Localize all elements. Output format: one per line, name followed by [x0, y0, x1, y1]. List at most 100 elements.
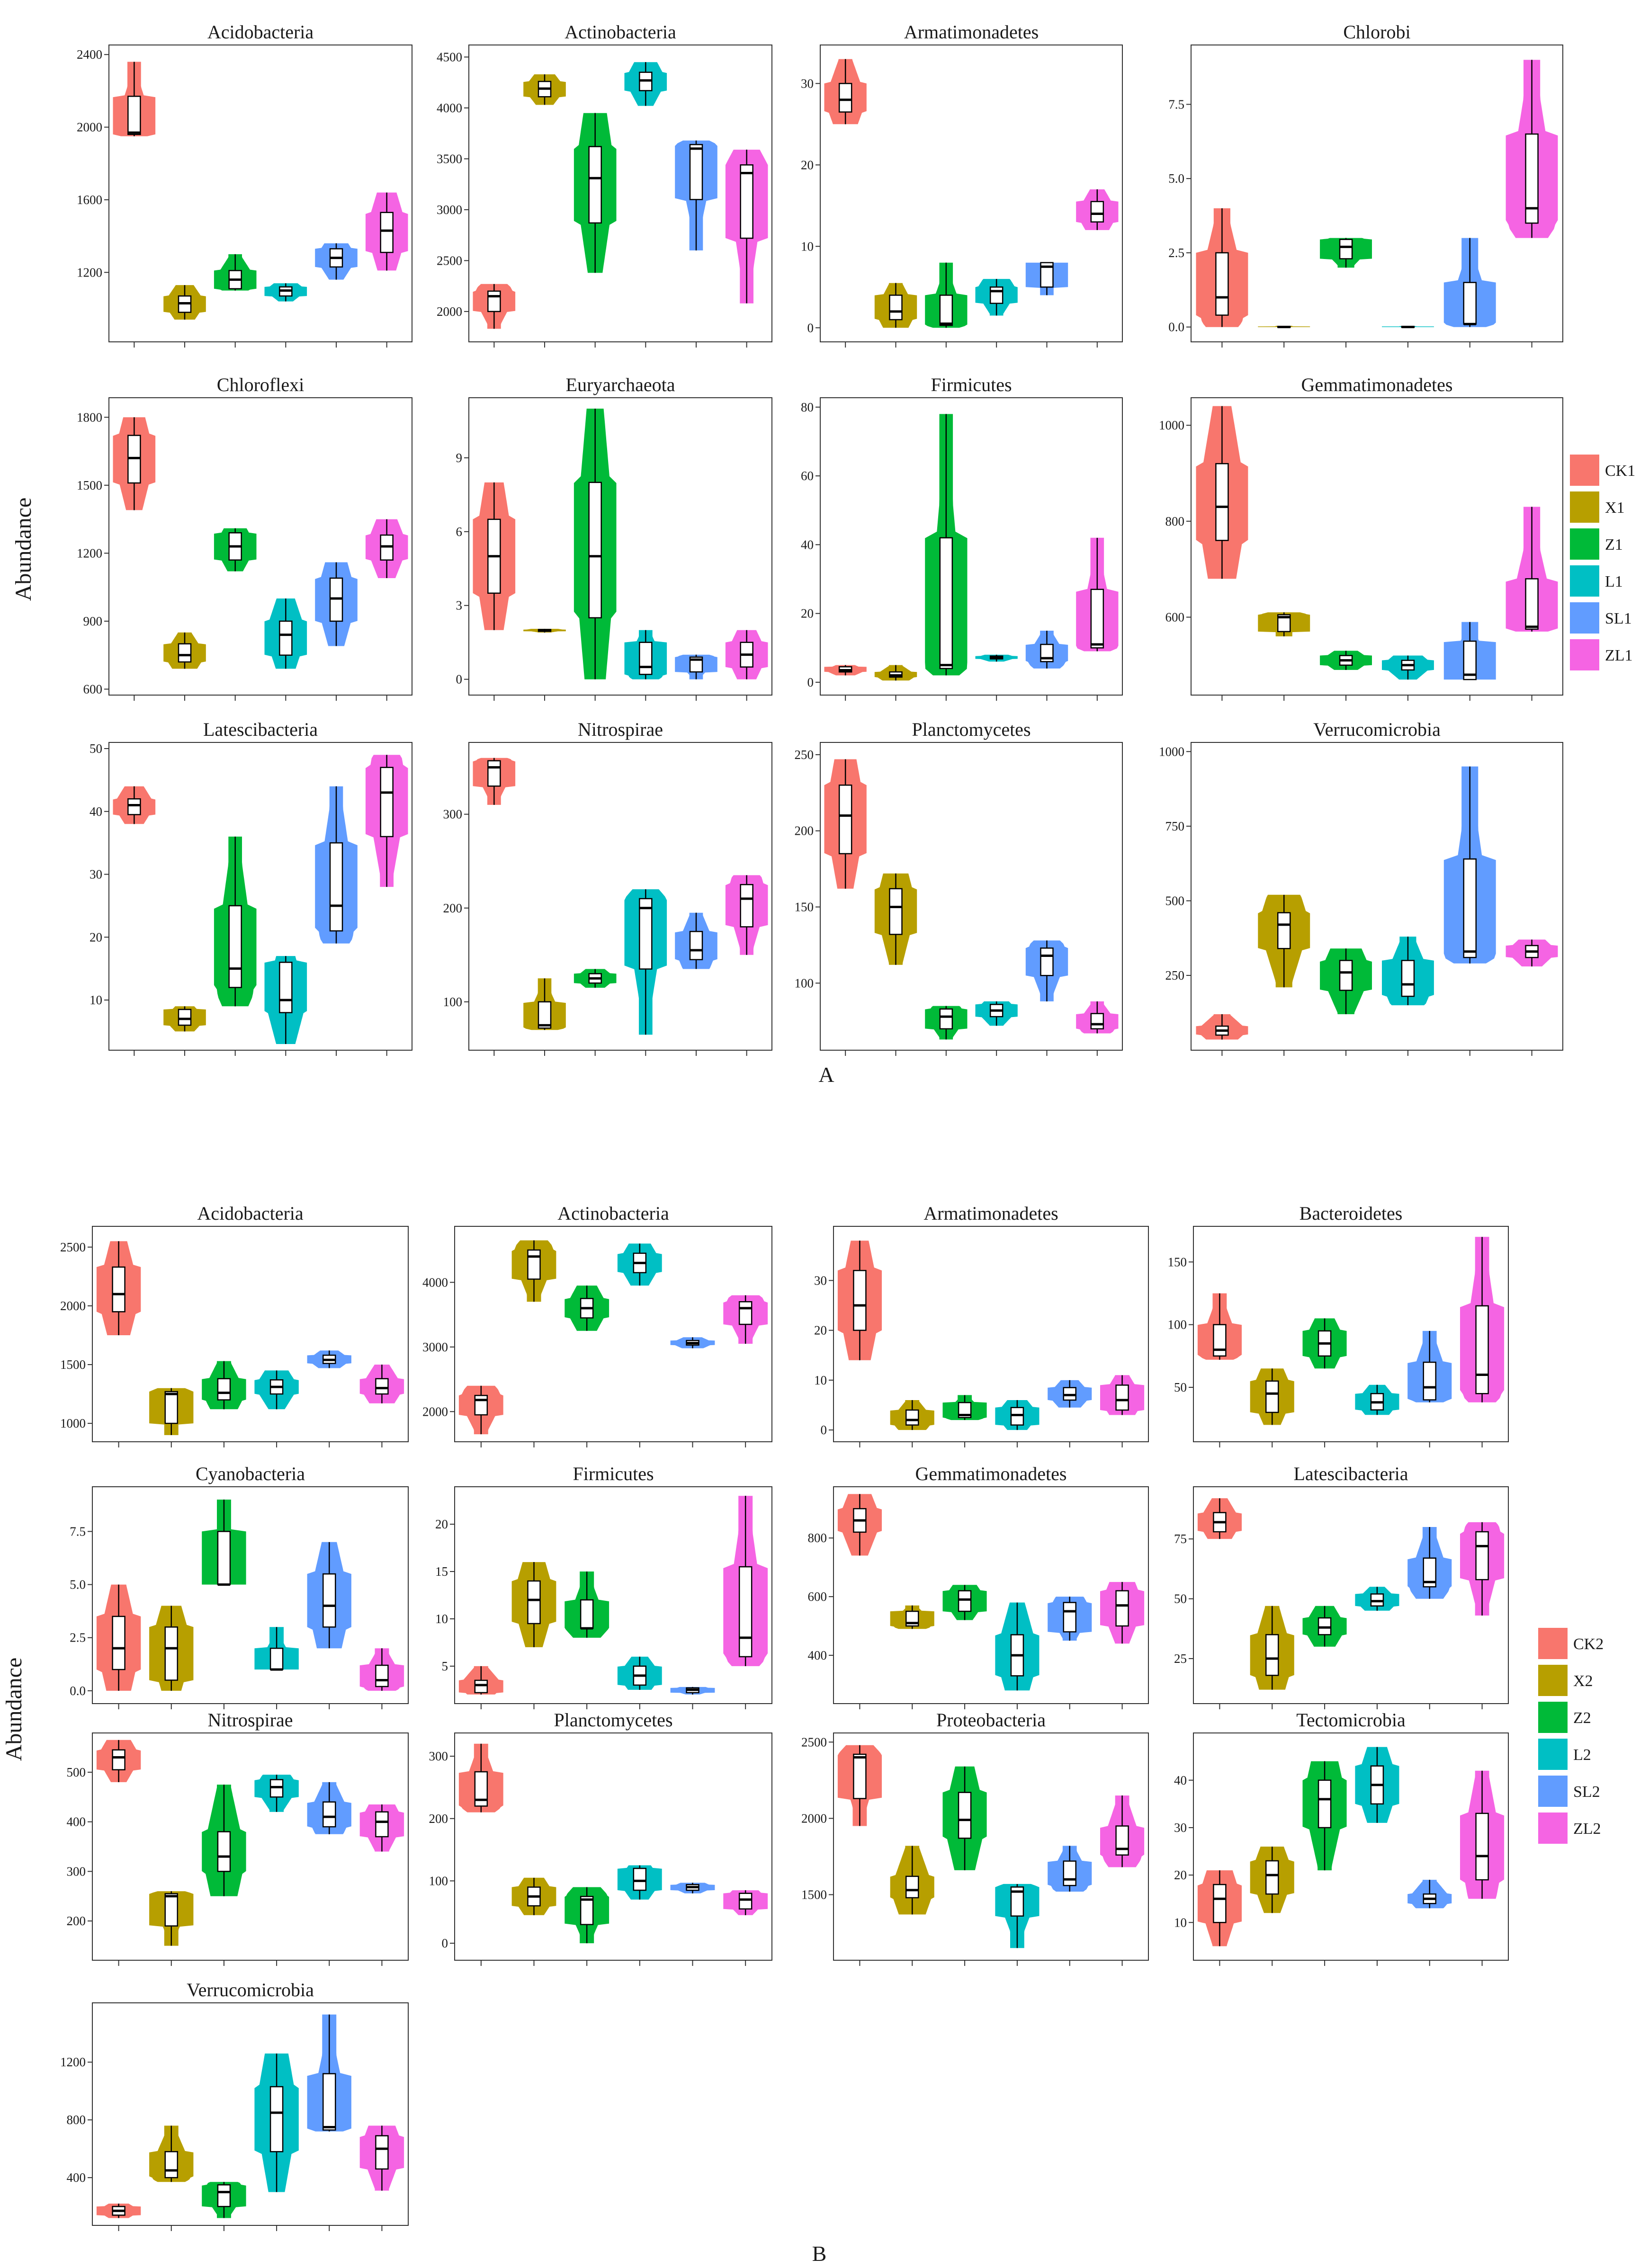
y-tick-label: 250	[1165, 968, 1185, 982]
box	[323, 2073, 336, 2131]
y-tick-label: 25	[1174, 1652, 1187, 1666]
box	[474, 1679, 488, 1694]
y-tick-label: 400	[67, 1815, 86, 1829]
box	[1370, 1593, 1384, 1607]
box	[1475, 1531, 1489, 1580]
subplot-title: Actinobacteria	[557, 1203, 669, 1224]
box	[279, 620, 293, 656]
subplot-B-latescibacteria: Latescibacteria 25 50 75	[1174, 1463, 1509, 1709]
subplot-A-firmicutes: Firmicutes 0 20 40 60 80	[801, 374, 1123, 701]
box	[1115, 1590, 1129, 1627]
box	[1213, 1884, 1227, 1923]
box	[164, 1391, 178, 1424]
y-tick-label: 2.5	[70, 1631, 86, 1645]
box	[269, 2086, 284, 2152]
legend-label: CK1	[1605, 462, 1635, 480]
box	[838, 83, 852, 113]
y-tick-label: 200	[67, 1914, 86, 1928]
box	[112, 1749, 125, 1770]
box	[889, 888, 903, 935]
box	[269, 1779, 284, 1798]
subplot-B-firmicutes: Firmicutes 5 10 15 20	[435, 1463, 772, 1709]
y-tick-label: 600	[808, 1589, 827, 1604]
box	[838, 784, 852, 855]
box	[1090, 1013, 1104, 1030]
y-tick-label: 40	[801, 537, 814, 552]
subplot-B-gemmatimonadetes: Gemmatimonadetes 400 600 800	[808, 1463, 1149, 1709]
y-tick-label: 2500	[60, 1240, 86, 1254]
box	[1115, 1384, 1129, 1411]
y-tick-label: 15	[435, 1564, 448, 1579]
subplot-title: Verrucomicrobia	[1313, 719, 1441, 740]
box	[1525, 133, 1539, 224]
box	[269, 1647, 284, 1670]
plot-frame	[108, 742, 412, 1051]
legend-label: SL1	[1605, 610, 1632, 627]
y-tick-label: 150	[1168, 1255, 1187, 1269]
y-tick-label: 0.0	[70, 1684, 86, 1698]
subplot-title: Planctomycetes	[912, 719, 1031, 740]
box	[1423, 1361, 1436, 1401]
y-tick-label: 2000	[437, 304, 462, 319]
box	[1215, 252, 1229, 316]
legend-swatch-X2	[1538, 1665, 1568, 1696]
box	[112, 1266, 125, 1313]
y-tick-label: 30	[90, 867, 102, 882]
y-tick-label: 50	[1174, 1592, 1187, 1606]
y-tick-label: 3000	[422, 1340, 448, 1354]
y-tick-label: 200	[795, 824, 814, 838]
legend-label: ZL1	[1605, 647, 1633, 664]
plot-frame	[820, 397, 1123, 696]
box	[689, 931, 703, 960]
y-tick-label: 300	[429, 1749, 448, 1763]
legend-swatch-L2	[1538, 1739, 1568, 1770]
subplot-B-verrucomicrobia: Verrucomicrobia 400 800 1200	[60, 1979, 409, 2231]
subplot-title: Euryarchaeota	[566, 374, 675, 395]
legend-swatch-ZL2	[1538, 1813, 1568, 1844]
y-tick-label: 2500	[437, 253, 462, 268]
y-tick-label: 20	[801, 607, 814, 621]
y-tick-label: 750	[1165, 819, 1185, 833]
y-tick-label: 100	[443, 995, 463, 1009]
y-tick-label: 800	[1165, 514, 1185, 528]
box	[740, 164, 753, 239]
y-tick-label: 5	[442, 1659, 448, 1673]
y-tick-label: 10	[1174, 1915, 1187, 1929]
subplot-title: Latescibacteria	[1293, 1463, 1408, 1484]
box	[1401, 960, 1415, 997]
box	[1265, 1380, 1279, 1413]
y-tick-label: 30	[1174, 1821, 1187, 1835]
box	[217, 1831, 231, 1872]
box	[939, 1008, 953, 1030]
y-tick-label: 40	[90, 804, 102, 819]
y-tick-label: 4500	[437, 50, 462, 64]
y-tick-label: 1500	[801, 1888, 827, 1902]
box	[1525, 578, 1539, 630]
box	[853, 1270, 867, 1331]
y-tick-label: 500	[67, 1765, 86, 1779]
box	[217, 2184, 231, 2207]
legend-swatch-CK1	[1570, 455, 1599, 486]
y-tick-label: 250	[795, 748, 814, 762]
subplot-A-armatimonadetes: Armatimonadetes 0 10 20 30	[801, 21, 1123, 348]
box	[580, 1599, 594, 1629]
y-tick-label: 9	[456, 451, 463, 465]
box	[178, 1009, 192, 1026]
plot-frame	[454, 1486, 772, 1704]
y-tick-label: 30	[814, 1273, 827, 1287]
y-tick-label: 150	[795, 900, 814, 914]
legend-label: Z1	[1605, 536, 1623, 554]
y-tick-label: 1000	[60, 1416, 86, 1430]
subplot-title: Cyanobacteria	[196, 1463, 305, 1484]
legend-swatch-SL2	[1538, 1776, 1568, 1807]
y-tick-label: 80	[801, 400, 814, 414]
box	[164, 1893, 178, 1927]
y-tick-label: 5.0	[70, 1578, 86, 1592]
box	[375, 1811, 389, 1838]
subplot-title: Acidobacteria	[207, 21, 314, 43]
panel-label: A	[818, 1063, 834, 1087]
y-tick-label: 0	[821, 1423, 827, 1437]
box	[1063, 1860, 1076, 1886]
subplot-title: Nitrospirae	[208, 1709, 293, 1731]
plot-frame	[92, 1486, 409, 1704]
